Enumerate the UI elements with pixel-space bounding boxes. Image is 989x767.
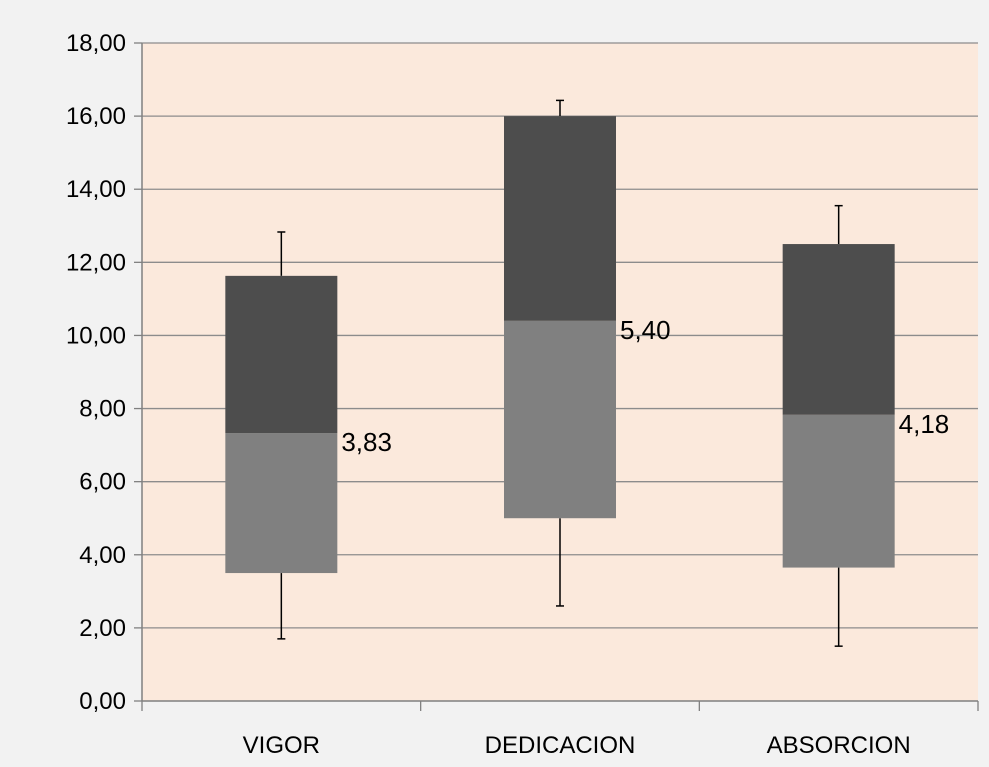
y-tick-label: 10,00 xyxy=(66,322,126,349)
boxes xyxy=(225,99,895,647)
y-tick-label: 18,00 xyxy=(66,30,126,57)
upper-box-vigor xyxy=(225,275,338,434)
data-label-absorcion: 4,18 xyxy=(899,409,950,439)
upper-box-dedicacion xyxy=(504,116,616,321)
lower-box-absorcion xyxy=(782,414,895,568)
lower-box-dedicacion xyxy=(504,320,616,519)
data-label-vigor: 3,83 xyxy=(341,427,392,457)
axes xyxy=(134,42,979,711)
y-tick-label: 0,00 xyxy=(79,688,126,715)
y-tick-label: 14,00 xyxy=(66,176,126,203)
category-label-vigor: VIGOR xyxy=(243,732,320,759)
y-tick-label: 16,00 xyxy=(66,103,126,130)
category-label-dedicacion: DEDICACION xyxy=(485,732,636,759)
y-tick-label: 2,00 xyxy=(79,615,126,642)
y-tick-label: 4,00 xyxy=(79,542,126,569)
y-tick-label: 8,00 xyxy=(79,396,126,423)
y-tick-label: 6,00 xyxy=(79,469,126,496)
lower-box-vigor xyxy=(225,433,338,574)
data-label-dedicacion: 5,40 xyxy=(620,315,671,345)
category-label-absorcion: ABSORCION xyxy=(767,732,911,759)
y-tick-label: 12,00 xyxy=(66,249,126,276)
labels: 0,00 2,00 4,00 6,00 8,00 10,00 12,00 14,00 16,00… xyxy=(66,30,949,759)
upper-box-absorcion xyxy=(782,244,895,415)
